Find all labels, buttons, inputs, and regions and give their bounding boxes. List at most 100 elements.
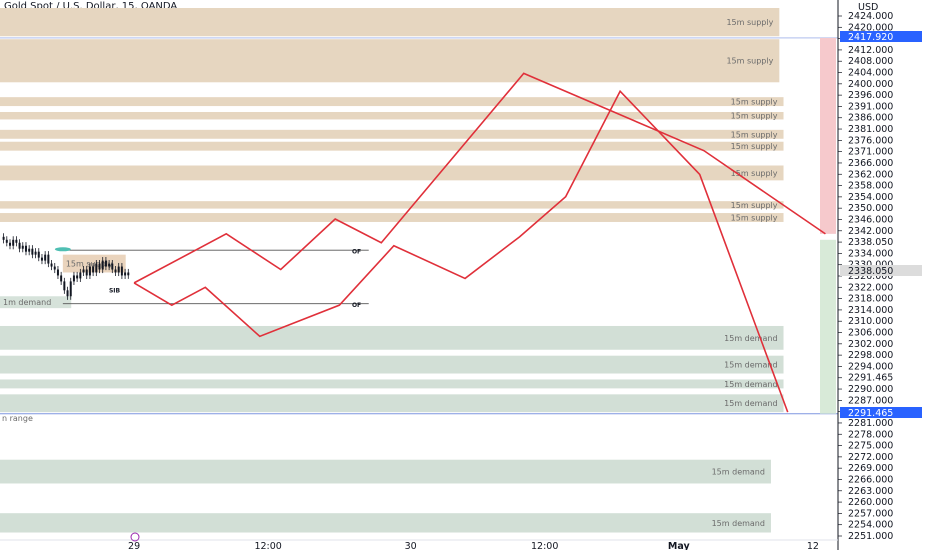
candle-body <box>114 269 117 273</box>
range-label: n range <box>2 414 33 423</box>
y-tick-label: 2266.000 <box>848 474 893 485</box>
y-tick-label: 2396.000 <box>848 90 893 101</box>
supply-zone <box>0 8 780 37</box>
y-tick-label: 2257.000 <box>848 508 893 519</box>
y-tick-label: 2251.000 <box>848 531 893 542</box>
y-tick-label: 2338.050 <box>848 237 893 248</box>
price-tag-label: 2338.050 <box>848 266 893 277</box>
y-tick-label: 2366.000 <box>848 158 893 169</box>
demand-zone-label: 15m demand <box>712 519 765 528</box>
y-tick-label: 2306.000 <box>848 328 893 339</box>
candle-body <box>56 269 59 276</box>
candle-body <box>47 254 50 264</box>
y-tick-label: 2318.000 <box>848 294 893 305</box>
y-tick-label: 2294.000 <box>848 361 893 372</box>
candle-body <box>8 242 11 246</box>
candle-body <box>63 281 66 291</box>
demand-zone <box>0 459 771 484</box>
y-tick-label: 2275.000 <box>848 441 893 452</box>
supply-zone-label: 15m supply <box>731 214 778 223</box>
demand-zone-label: 15m demand <box>712 468 765 477</box>
y-tick-label: 2260.000 <box>848 497 893 508</box>
demand-zone-label: 15m demand <box>724 361 777 370</box>
y-tick-label: 2400.000 <box>848 79 893 90</box>
demand-zone <box>0 325 784 350</box>
demand-zone <box>0 394 784 413</box>
candle-body <box>92 266 95 273</box>
candle-body <box>120 266 123 276</box>
y-tick-label: 2376.000 <box>848 135 893 146</box>
x-tick-label: 30 <box>405 541 417 550</box>
y-tick-label: 2254.000 <box>848 520 893 531</box>
reward-box <box>820 239 836 414</box>
demand-zone-label: 15m demand <box>724 380 777 389</box>
projection-path-2 <box>133 89 789 413</box>
marker-dot <box>54 247 71 252</box>
y-tick-label: 2412.000 <box>848 45 893 56</box>
supply-zone-label: 15m supply <box>726 57 773 66</box>
y-tick-label: 2420.000 <box>848 22 893 33</box>
y-tick-label: 2302.000 <box>848 339 893 350</box>
candle-body <box>82 269 85 273</box>
x-tick-label: May <box>668 541 691 550</box>
demand-zone <box>0 355 784 374</box>
demand-zone-label: 15m demand <box>724 399 777 408</box>
candle-body <box>5 239 8 243</box>
supply-zone <box>0 201 784 209</box>
x-tick-label: 12:00 <box>531 541 558 550</box>
demand-zone <box>0 379 784 389</box>
y-tick-label: 2350.000 <box>848 203 893 214</box>
candle-body <box>21 245 24 249</box>
candle-body <box>72 275 75 282</box>
price-tag-label: 2291.465 <box>848 408 893 419</box>
candle-body <box>111 263 114 270</box>
candle-body <box>15 239 18 243</box>
y-tick-label: 2281.000 <box>848 418 893 429</box>
candle-body <box>44 254 47 261</box>
candle-body <box>40 257 43 261</box>
candle-body <box>2 236 5 240</box>
demand-zone <box>0 513 771 533</box>
y-tick-label: 2362.000 <box>848 169 893 180</box>
candle-body <box>50 263 53 267</box>
candle-body <box>18 242 21 249</box>
supply-zone <box>0 165 784 181</box>
candle-body <box>24 245 27 252</box>
projection-path-1 <box>133 72 826 284</box>
mini-supply-zone <box>62 254 126 273</box>
y-tick-label: 2371.000 <box>848 147 893 158</box>
candle-body <box>85 269 88 276</box>
supply-zone <box>0 213 784 222</box>
chart-title: Gold Spot / U.S. Dollar, 15, OANDA <box>4 1 178 12</box>
candle-body <box>53 266 56 270</box>
supply-zone-label: 15m supply <box>731 169 778 178</box>
mini-zone-label: 1m demand <box>3 298 51 307</box>
axis-unit-label: USD <box>858 2 878 13</box>
x-tick-label: 12 <box>807 541 819 550</box>
supply-zone <box>0 112 784 120</box>
supply-zone <box>0 39 780 83</box>
candle-body <box>60 275 63 282</box>
y-tick-label: 2386.000 <box>848 113 893 124</box>
candle-body <box>88 266 91 276</box>
supply-zone-label: 15m supply <box>731 201 778 210</box>
x-tick-label: 12:00 <box>254 541 281 550</box>
y-tick-label: 2290.000 <box>848 384 893 395</box>
marker-label: OF <box>352 302 361 309</box>
candle-body <box>108 263 111 267</box>
event-icon[interactable] <box>130 532 140 542</box>
mini-demand-zone <box>0 296 72 309</box>
y-tick-label: 2391.000 <box>848 101 893 112</box>
price-tag <box>840 31 922 42</box>
y-tick-label: 2272.000 <box>848 452 893 463</box>
risk-box <box>820 37 836 234</box>
y-tick-label: 2334.000 <box>848 248 893 259</box>
y-tick-label: 2408.000 <box>848 56 893 67</box>
y-tick-label: 2263.000 <box>848 486 893 497</box>
price-tag <box>840 407 922 418</box>
candle-body <box>104 260 107 267</box>
candle-body <box>95 263 98 273</box>
y-tick-label: 2342.000 <box>848 226 893 237</box>
y-tick-label: 2314.000 <box>848 305 893 316</box>
